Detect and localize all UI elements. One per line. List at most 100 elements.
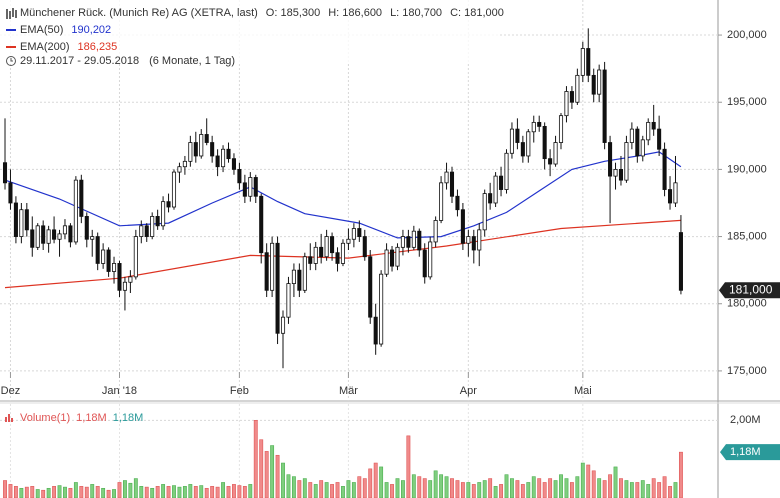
volume-bar	[95, 486, 100, 498]
volume-bar	[444, 476, 449, 498]
y-tick-label: 190,000	[727, 163, 767, 175]
candle-body	[270, 242, 275, 291]
open: O: 185,300	[266, 7, 320, 19]
volume-bar	[608, 474, 613, 498]
candle-body	[488, 193, 493, 204]
candle-body	[155, 216, 160, 227]
volume-bar	[182, 486, 187, 498]
candle-body	[673, 182, 678, 204]
volume-bar	[635, 482, 640, 498]
legend-value: 186,235	[78, 41, 118, 53]
candle-body	[335, 252, 340, 264]
volume-bar	[417, 476, 422, 498]
volume-bar	[537, 478, 542, 498]
candle-body	[319, 246, 324, 258]
candle-body	[422, 249, 427, 278]
volume-bar	[297, 480, 302, 498]
volume-bar	[379, 466, 384, 498]
volume-name: Volume(1)	[20, 412, 70, 424]
candle-body	[493, 175, 498, 204]
candle-body	[389, 249, 395, 267]
candle-body	[237, 169, 242, 184]
legend-entry: EMA(50) 190,202	[20, 24, 111, 36]
volume-bar	[564, 478, 569, 498]
volume-bar	[629, 482, 634, 498]
candle-body	[569, 91, 574, 103]
volume-bar	[46, 487, 51, 498]
x-tick-label: Jan '18	[102, 385, 137, 397]
volume-bar	[330, 484, 335, 498]
candle-body	[395, 246, 400, 267]
volume-bar	[411, 474, 416, 498]
candle-body	[406, 236, 411, 248]
volume-legend: Volume(1) 1,18M 1,18M	[5, 412, 143, 424]
volume-bar	[668, 486, 672, 498]
candle-body	[657, 128, 662, 150]
candle-body	[608, 142, 613, 177]
icon	[6, 8, 17, 19]
volume-bar	[221, 482, 225, 498]
candle-body	[602, 69, 607, 143]
candle-body	[591, 74, 596, 95]
candle-body	[84, 216, 89, 240]
candle-body	[351, 228, 356, 240]
volume-bar	[466, 482, 471, 498]
volume-bar	[384, 482, 389, 498]
volume-bar	[526, 482, 531, 498]
x-tick-label: Mär	[339, 385, 358, 397]
candle-body	[613, 169, 618, 177]
volume-bar	[662, 476, 667, 498]
candle-body	[24, 209, 29, 231]
candle-body	[35, 225, 40, 248]
candle-body	[150, 216, 155, 237]
volume-bar	[433, 470, 438, 498]
ema-line	[4, 151, 682, 239]
candle-body	[308, 256, 313, 264]
volume-bar	[291, 476, 296, 498]
y-tick-label: 175,000	[727, 365, 767, 377]
candle-body	[95, 236, 100, 264]
candle-body	[400, 236, 405, 248]
volume-bar	[248, 484, 253, 498]
candle-body	[297, 269, 302, 291]
candle-body	[477, 229, 482, 251]
volume-bar	[63, 486, 67, 498]
volume-bar	[139, 486, 144, 498]
volume-icon	[5, 414, 13, 422]
volume-bar	[346, 480, 351, 498]
candle-body	[466, 236, 471, 244]
volume-bar	[150, 487, 155, 498]
volume-bar	[619, 478, 623, 498]
volume-bar	[106, 489, 111, 498]
candle-body	[428, 241, 433, 278]
volume-bar	[400, 480, 405, 498]
volume-bar	[515, 480, 520, 498]
legend-entry: EMA(200) 186,235	[20, 41, 117, 53]
volume-bar	[79, 486, 84, 498]
volume-bar	[84, 486, 89, 498]
volume-bar	[226, 486, 231, 498]
volume-bar	[24, 486, 29, 498]
volume-bar	[357, 476, 362, 498]
volume-bar	[35, 489, 40, 498]
candle-body	[13, 202, 18, 237]
candle-body	[515, 128, 520, 143]
candle-body	[346, 238, 351, 244]
volume-bar	[613, 466, 618, 498]
candle-body	[177, 166, 182, 173]
candle-body	[275, 242, 280, 334]
volume-bar	[19, 487, 24, 498]
legend: Münchener Rück. (Munich Re) AG (XETRA, l…	[0, 0, 504, 67]
candle-body	[368, 256, 373, 318]
volume-bar	[542, 482, 547, 498]
candle-body	[221, 148, 226, 168]
candle-body	[678, 232, 683, 291]
volume-bar	[215, 486, 220, 498]
candle-body	[52, 229, 57, 240]
candle-body	[635, 128, 640, 157]
candle-body	[526, 131, 531, 157]
volume-bar	[597, 478, 602, 498]
plot: 1,18M 181,000	[2, 28, 780, 498]
